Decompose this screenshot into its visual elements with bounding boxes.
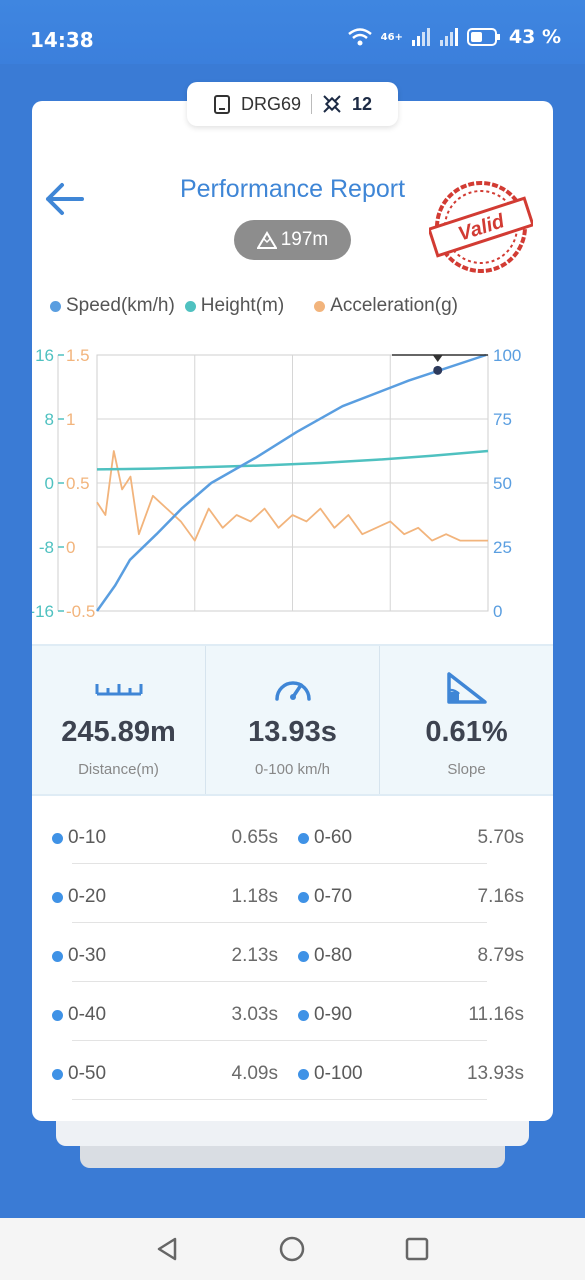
speed-line	[95, 353, 487, 612]
split-time-right: 11.16s	[468, 1004, 524, 1025]
nav-back-icon[interactable]	[154, 1236, 180, 1262]
ruler-icon	[95, 684, 142, 696]
split-time-left: 3.03s	[231, 1004, 278, 1025]
split-row: 0-20 1.18s 0-70 7.16s	[32, 864, 553, 923]
battery-percent: 43 %	[508, 26, 561, 48]
device-icon	[213, 95, 230, 114]
report-card: Performance Report 197m Valid Speed(km/h…	[32, 101, 553, 1121]
signal-icon-2	[439, 28, 458, 46]
speedometer-icon	[274, 681, 311, 701]
divider	[311, 94, 312, 114]
stat-distance: 245.89m Distance(m)	[32, 646, 205, 794]
status-icons: 46+ 43 %	[347, 26, 561, 48]
valid-stamp-icon: Valid	[429, 181, 533, 273]
signal-icon	[411, 28, 430, 46]
stat-slope: 0.61% Slope	[379, 646, 553, 794]
split-label-right: 0-60	[298, 827, 352, 849]
speed-cursor-point	[433, 365, 443, 375]
legend-speed: Speed(km/h)	[50, 295, 175, 317]
split-time-right: 7.16s	[477, 886, 524, 907]
wifi-icon	[347, 28, 372, 46]
slope-icon	[446, 672, 487, 704]
accel-tick-label: 1.5	[66, 346, 90, 365]
speed-tick-label: 75	[493, 410, 512, 429]
slope-label: Slope	[447, 761, 486, 778]
status-time: 14:38	[30, 28, 94, 52]
split-time-right: 13.93s	[466, 1063, 524, 1084]
split-time-right: 5.70s	[477, 827, 524, 848]
zero-to-hundred-value: 13.93s	[248, 716, 337, 748]
distance-label: Distance(m)	[78, 761, 159, 778]
split-label-right: 0-100	[298, 1063, 363, 1085]
distance-value: 245.89m	[61, 716, 176, 748]
accel-tick-label: -0.5	[66, 602, 95, 621]
device-info-pill[interactable]: DRG69 12	[187, 82, 398, 126]
device-name: DRG69	[240, 93, 301, 114]
split-label-left: 0-20	[52, 886, 106, 908]
cursor-marker	[432, 355, 443, 362]
height-line	[96, 449, 489, 471]
system-nav-bar	[0, 1218, 585, 1280]
status-bar: 14:38 46+ 43 %	[0, 0, 585, 64]
battery-icon	[466, 28, 500, 46]
split-time-left: 0.65s	[231, 827, 278, 848]
nav-home-icon[interactable]	[279, 1236, 305, 1262]
split-row: 0-10 0.65s 0-60 5.70s	[32, 805, 553, 864]
height-tick-label: 0	[45, 474, 54, 493]
split-time-left: 4.09s	[231, 1063, 278, 1084]
split-time-right: 8.79s	[477, 945, 524, 966]
height-tick-label: 16	[35, 346, 54, 365]
mountain-icon	[256, 231, 277, 249]
split-label-left: 0-50	[52, 1063, 106, 1085]
slope-value: 0.61%	[425, 716, 508, 748]
nav-recents-icon[interactable]	[404, 1236, 430, 1262]
summary-stats: 245.89m Distance(m) 13.93s 0-100 km/h	[32, 644, 553, 796]
accel-tick-label: 1	[66, 410, 75, 429]
speed-tick-label: 25	[493, 538, 512, 557]
acceleration-line	[96, 450, 488, 542]
height-tick-label: -8	[39, 538, 54, 557]
split-label-left: 0-30	[52, 945, 106, 967]
satellite-icon	[323, 95, 341, 113]
split-row: 0-30 2.13s 0-80 8.79s	[32, 923, 553, 982]
split-time-left: 2.13s	[231, 945, 278, 966]
legend-acceleration: Acceleration(g)	[314, 295, 458, 317]
split-times-list: 0-10 0.65s 0-60 5.70s 0-20 1.18s 0-70 7.…	[32, 805, 553, 1100]
split-label-right: 0-90	[298, 1004, 352, 1026]
split-label-left: 0-10	[52, 827, 106, 849]
satellite-count: 12	[352, 93, 373, 114]
split-label-left: 0-40	[52, 1004, 106, 1026]
network-type: 46+	[380, 31, 403, 43]
split-row: 0-40 3.03s 0-90 11.16s	[32, 982, 553, 1041]
legend-height: Height(m)	[184, 295, 284, 317]
altitude-value: 197m	[280, 229, 329, 250]
page-title: Performance Report	[179, 175, 406, 203]
zero-to-hundred-label: 0-100 km/h	[254, 761, 331, 778]
split-time-left: 1.18s	[231, 886, 278, 907]
split-row: 0-50 4.09s 0-100 13.93s	[32, 1041, 553, 1100]
speed-tick-label: 100	[493, 346, 521, 365]
altitude-badge: 197m	[234, 220, 351, 260]
chart-legend: Speed(km/h) Height(m) Acceleration(g)	[50, 295, 458, 317]
height-tick-label: -16	[32, 602, 54, 621]
accel-tick-label: 0	[66, 538, 75, 557]
speed-tick-label: 0	[493, 602, 502, 621]
speed-tick-label: 50	[493, 474, 512, 493]
performance-chart[interactable]: 16 1.5 100 81 75 0 0.5 50 -8 0 25 -16 -0.5 0	[32, 333, 553, 623]
split-label-right: 0-70	[298, 886, 352, 908]
split-label-right: 0-80	[298, 945, 352, 967]
height-tick-label: 8	[45, 410, 54, 429]
stat-acceleration-time: 13.93s 0-100 km/h	[205, 646, 379, 794]
accel-tick-label: 0.5	[66, 474, 90, 493]
back-arrow-icon[interactable]	[42, 179, 88, 219]
